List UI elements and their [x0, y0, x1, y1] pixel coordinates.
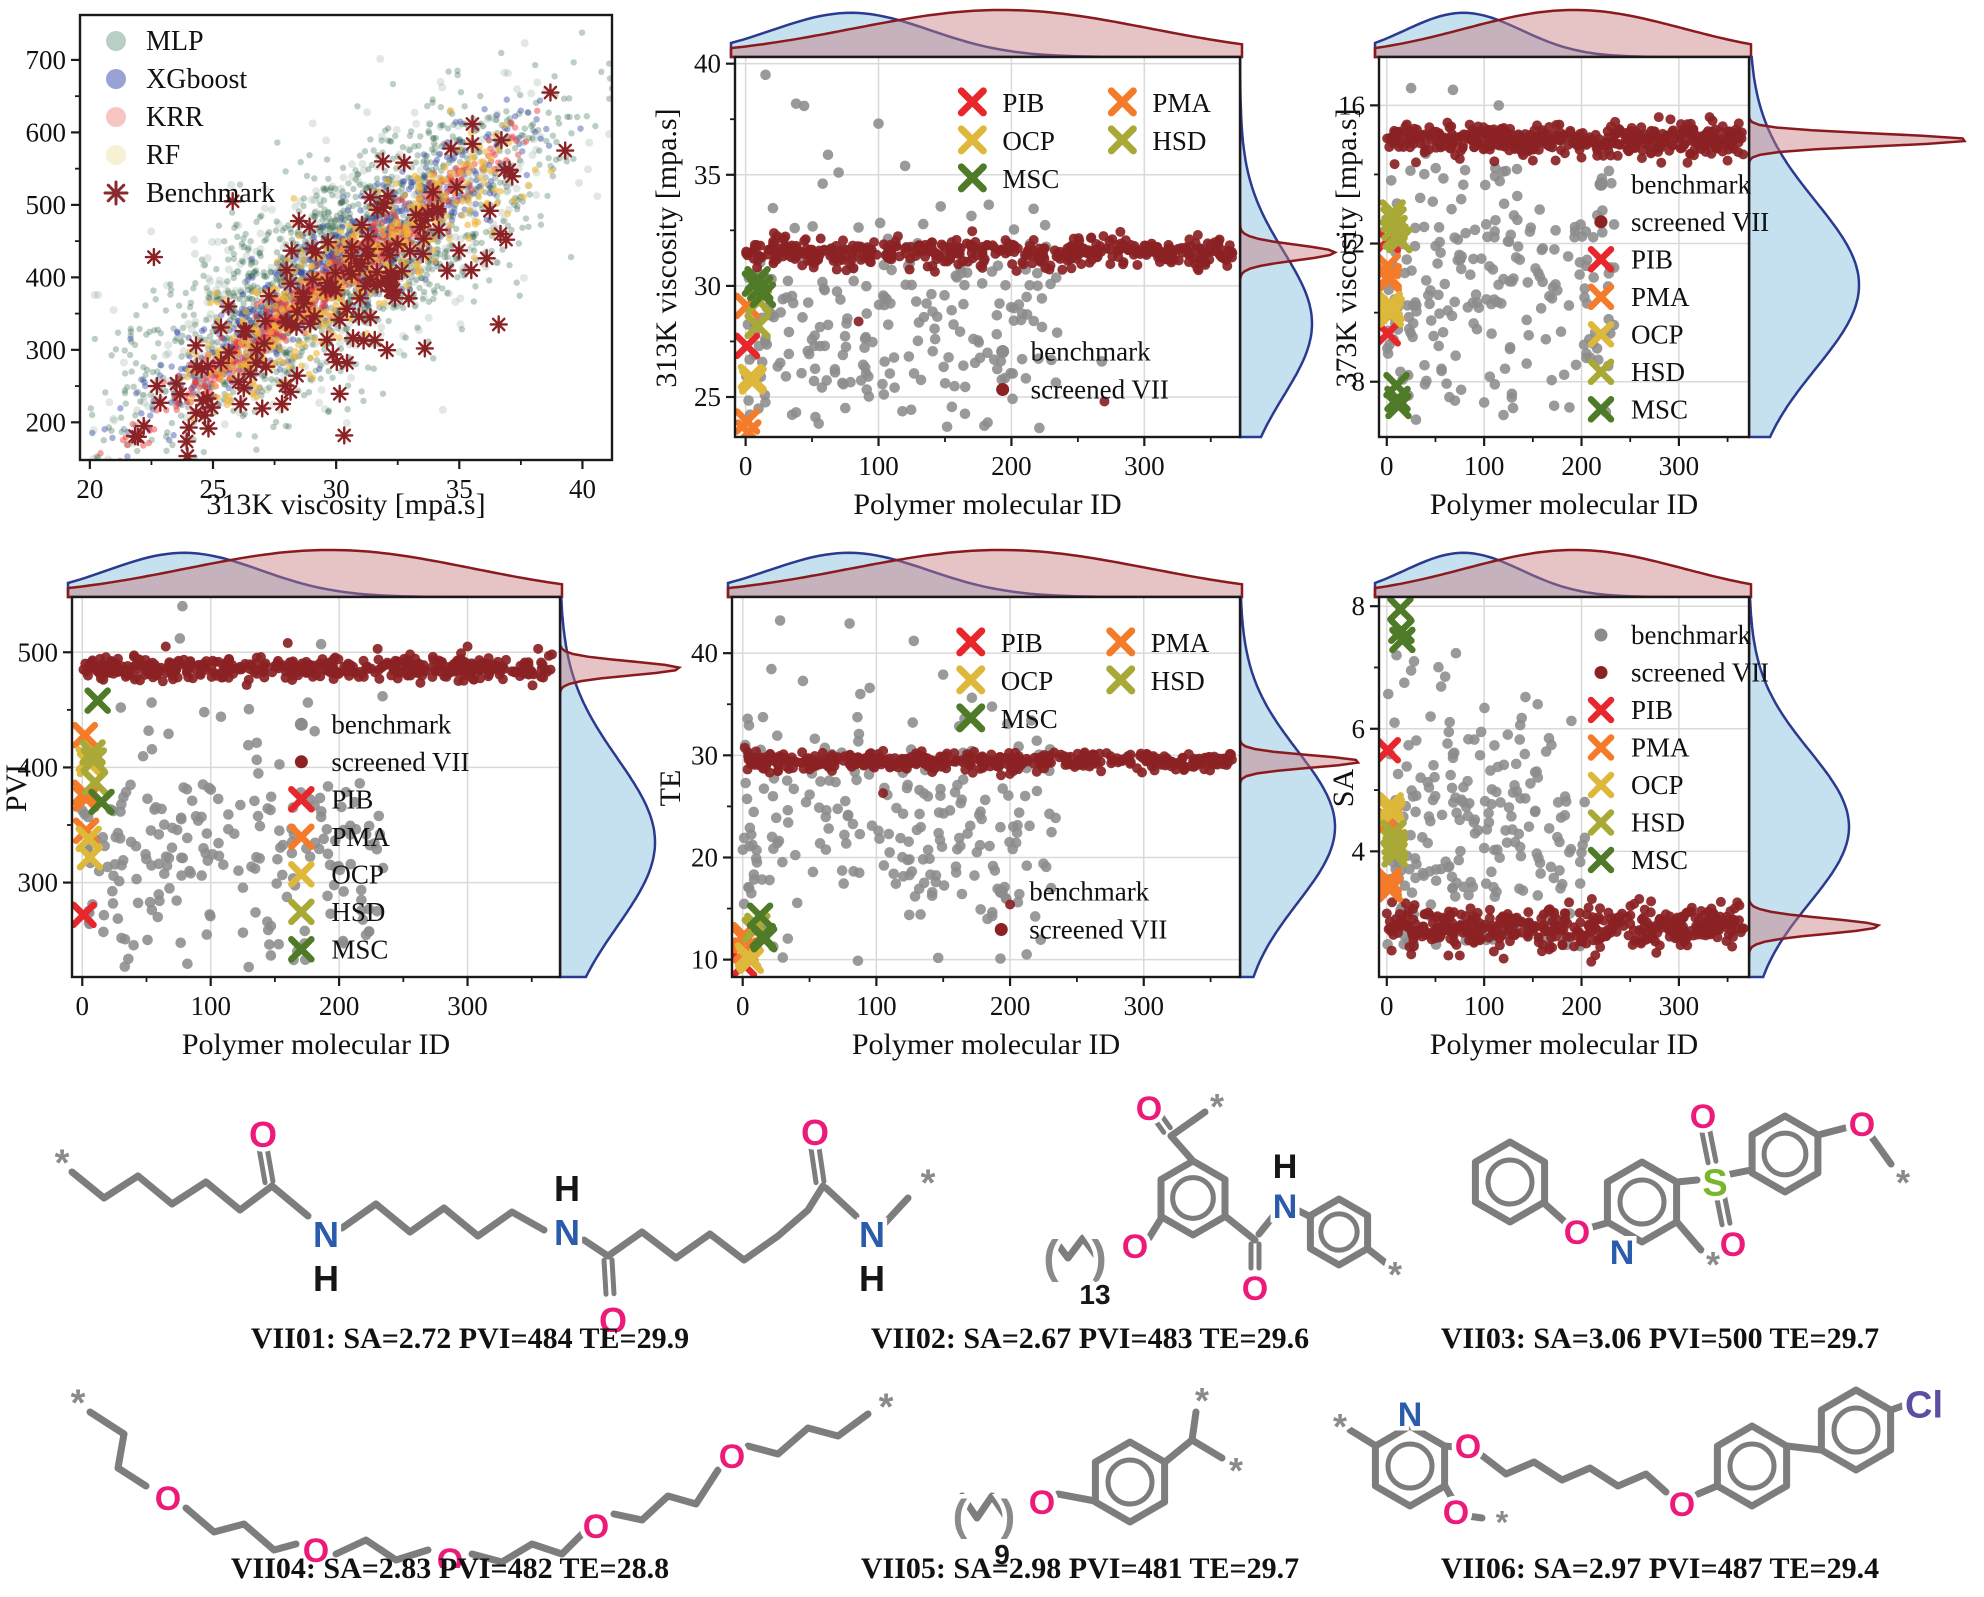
- caption-vii05: VII05: SA=2.98 PVI=481 TE=29.7: [860, 1552, 1300, 1585]
- caption-vii01: VII01: SA=2.72 PVI=484 TE=29.9: [250, 1322, 690, 1355]
- molecule-sketch-vii06: * NOO * OCl: [1328, 1380, 1947, 1545]
- te-xlabel: Polymer molecular ID: [851, 1028, 1121, 1061]
- te-points: [732, 615, 1237, 977]
- molecule-vii04: *OO OOO*: [66, 1378, 898, 1568]
- v373-xlabel: Polymer molecular ID: [1429, 488, 1699, 521]
- sa-xlabel: Polymer molecular ID: [1429, 1028, 1699, 1061]
- molecule-vii06: * NOO * OCl: [1328, 1380, 1947, 1545]
- v373-ylabel: 373K viscosity [mpa.s]: [1330, 108, 1363, 388]
- svg-text:XGboost: XGboost: [146, 64, 247, 95]
- svg-text:MLP: MLP: [146, 26, 204, 57]
- svg-text:300: 300: [26, 335, 67, 365]
- caption-vii03: VII03: SA=3.06 PVI=500 TE=29.7: [1440, 1322, 1880, 1355]
- scatter-panels-figure: 20 25 30 35 40200300400500600700MLPXGboostKR…: [18, 8, 1967, 1021]
- sa-ylabel: SA: [1327, 768, 1360, 808]
- svg-text:RF: RF: [146, 140, 180, 171]
- pvi-xlabel: Polymer molecular ID: [181, 1028, 451, 1061]
- v373-points: [1379, 82, 1749, 426]
- parity-points: [87, 29, 612, 460]
- parity-xlabel: 313K viscosity [mpa.s]: [206, 488, 486, 521]
- svg-text:200: 200: [26, 407, 67, 437]
- svg-text:700: 700: [26, 45, 67, 75]
- svg-text:Benchmark: Benchmark: [146, 178, 275, 209]
- molecule-sketch-vii04: *OO OOO*: [66, 1378, 898, 1568]
- v313-points: [735, 69, 1238, 437]
- molecule-vii05: ()9O**: [948, 1375, 1247, 1568]
- caption-vii06: VII06: SA=2.97 PVI=487 TE=29.4: [1440, 1552, 1880, 1585]
- te-ylabel: TE: [654, 769, 687, 807]
- v313-xlabel: Polymer molecular ID: [853, 488, 1122, 521]
- v313-ylabel: 313K viscosity [mpa.s]: [650, 108, 683, 388]
- sa-points: [1379, 597, 1749, 967]
- molecule-sketch-vii05: ()9O**: [948, 1375, 1247, 1568]
- svg-text:500: 500: [26, 190, 67, 220]
- caption-vii02: VII02: SA=2.67 PVI=483 TE=29.6: [870, 1322, 1310, 1355]
- svg-text:KRR: KRR: [146, 102, 204, 133]
- pvi-ylabel: PVI: [0, 763, 33, 813]
- svg-text:600: 600: [26, 117, 67, 147]
- svg-text:400: 400: [26, 262, 67, 292]
- caption-vii04: VII04: SA=2.83 PVI=482 TE=28.8: [230, 1552, 670, 1585]
- panel-parity: 20 25 30 35 40200300400500600700MLPXGboostKR…: [26, 13, 614, 504]
